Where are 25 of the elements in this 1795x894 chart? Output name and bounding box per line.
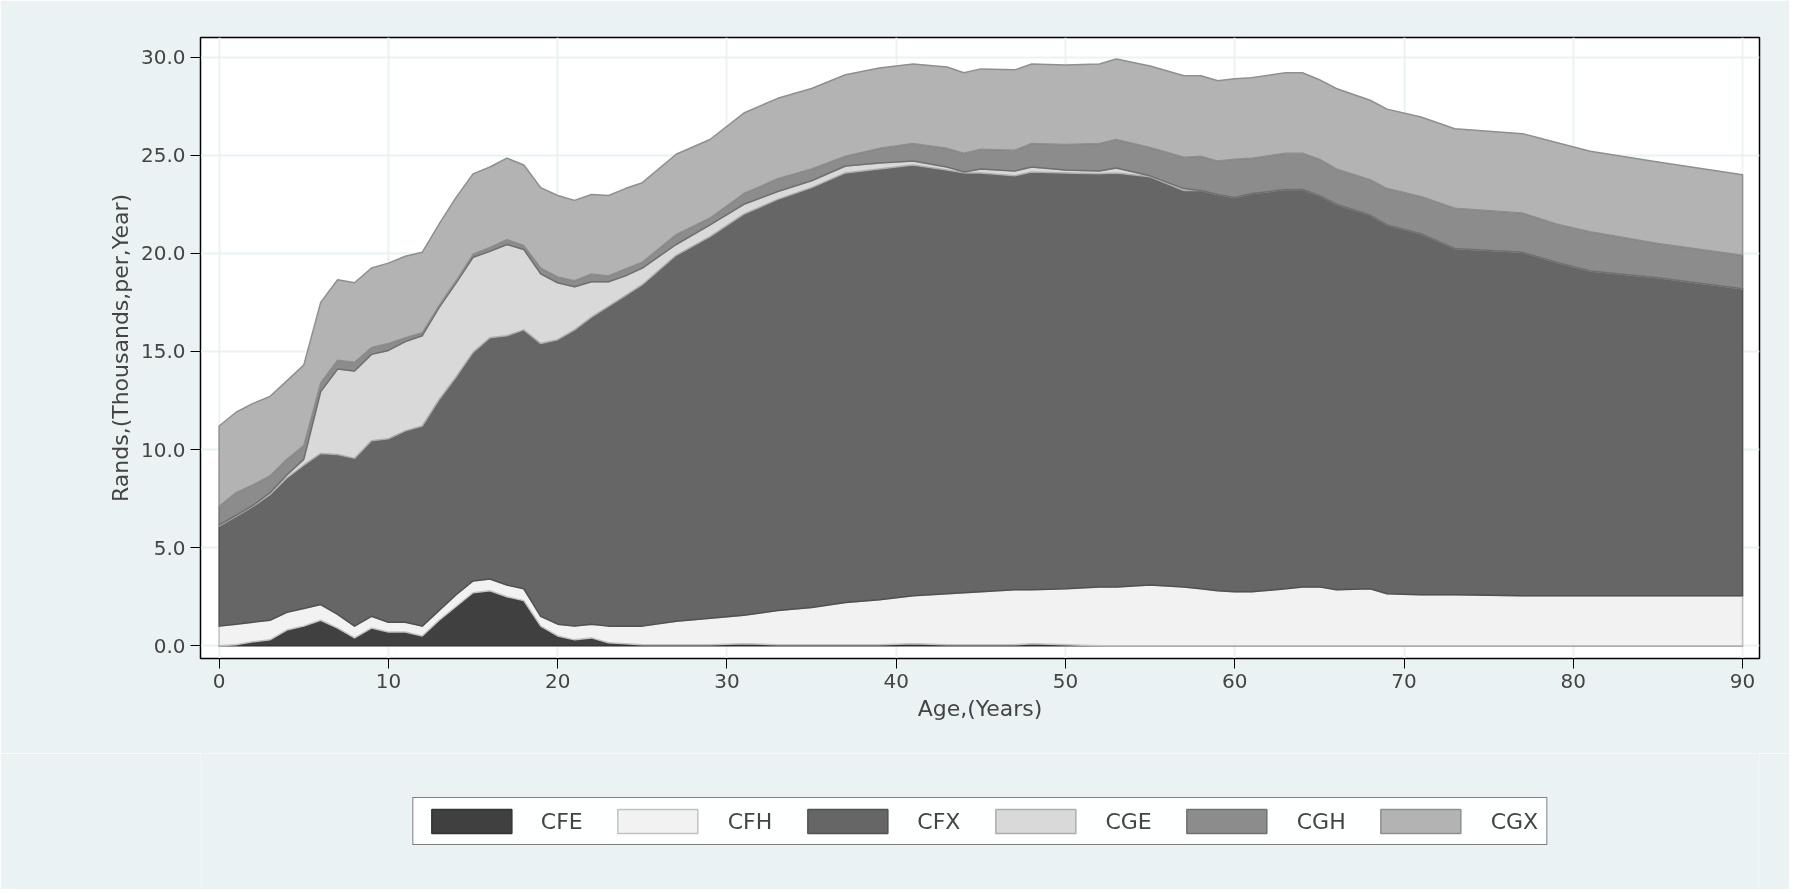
x-tick-label: 50 <box>1052 668 1079 693</box>
x-tick-label: 80 <box>1560 668 1587 693</box>
y-tick-label: 0.0 <box>153 633 186 658</box>
y-tick-label: 20.0 <box>140 241 186 266</box>
y-tick-label: 10.0 <box>140 437 186 462</box>
y-axis-title: Rands,(Thousands,per,Year) <box>107 193 133 503</box>
y-tick-label: 5.0 <box>153 535 186 560</box>
y-tick-label: 15.0 <box>140 339 186 364</box>
x-tick-label: 60 <box>1222 668 1248 693</box>
x-tick-label: 30 <box>714 668 740 693</box>
x-tick-label: 40 <box>883 668 909 693</box>
x-tick-label: 10 <box>375 668 402 693</box>
legend-label: CFX <box>917 808 961 834</box>
x-tick-label: 70 <box>1391 668 1417 693</box>
x-axis-title: Age,(Years) <box>917 695 1043 721</box>
x-tick-label: 0 <box>212 668 226 693</box>
x-tick-label: 20 <box>544 668 571 693</box>
legend-label: CFH <box>727 808 773 834</box>
x-tick-label: 90 <box>1729 668 1756 693</box>
y-tick-label: 30.0 <box>140 45 186 70</box>
legend-label: CGE <box>1105 808 1152 834</box>
legend-label: CFE <box>540 808 583 834</box>
y-tick-label: 25.0 <box>140 143 186 168</box>
legend-label: CGH <box>1296 808 1346 834</box>
legend-label: CGX <box>1490 808 1539 834</box>
